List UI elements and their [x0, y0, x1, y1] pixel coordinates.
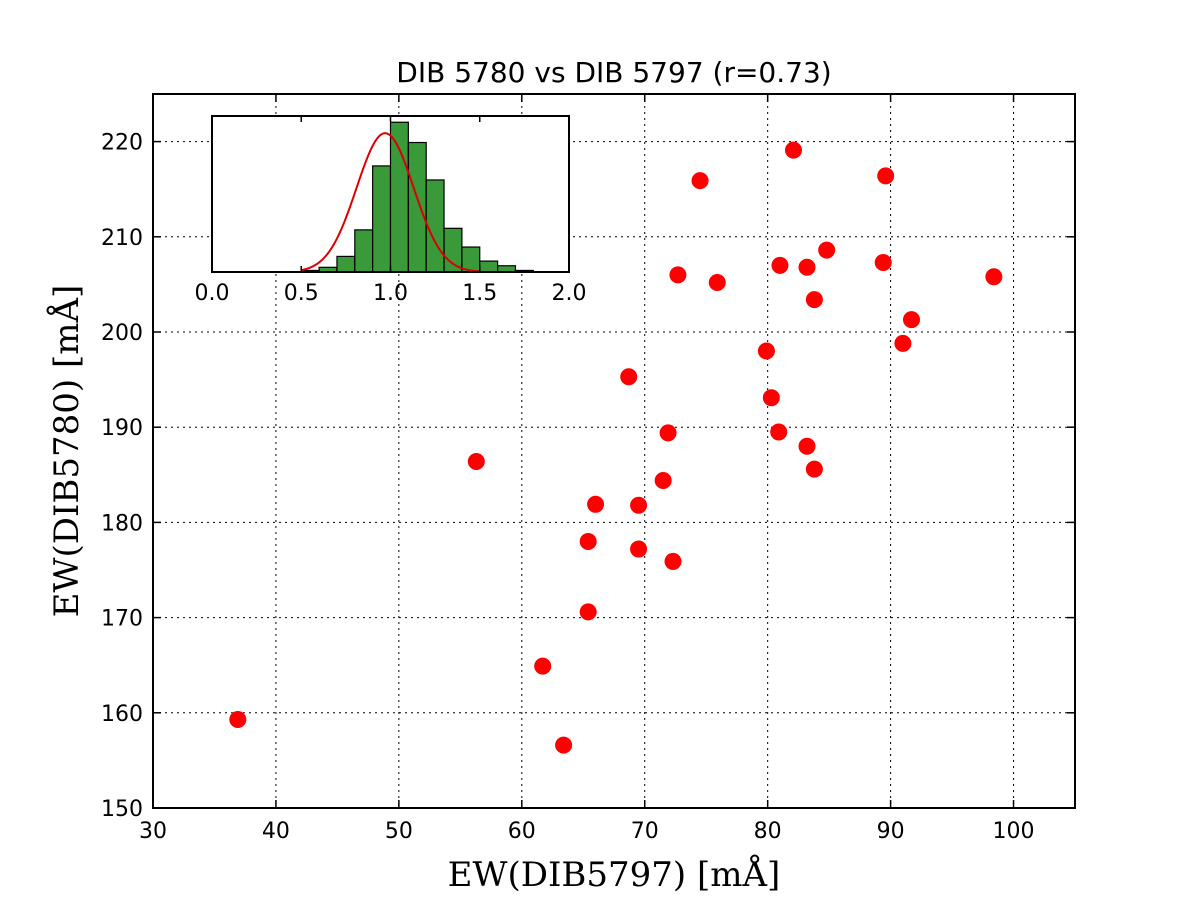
scatter-point: [664, 552, 682, 570]
histogram-bar: [389, 121, 409, 273]
scatter-points: [229, 141, 1003, 754]
y-tick-label: 200: [101, 321, 143, 346]
y-tick-label: 170: [101, 607, 143, 632]
main-gridlines: [152, 94, 1075, 809]
scatter-point: [798, 437, 816, 455]
chart-title: DIB 5780 vs DIB 5797 (r=0.73): [396, 56, 831, 89]
scatter-point: [708, 273, 726, 291]
scatter-point: [659, 424, 677, 442]
inset-x-tick-labels: 0.0 0.5 1.0 1.5 2.0: [195, 281, 587, 306]
main-tick-marks: [152, 94, 1075, 809]
scatter-point: [579, 603, 597, 621]
scatter-point: [985, 268, 1003, 286]
scatter-point: [467, 452, 485, 470]
x-tick-label: 60: [508, 819, 536, 844]
histogram-bar: [336, 255, 356, 273]
y-tick-labels: 150 160 170 180 190 200 210 220: [101, 131, 143, 822]
histogram-bar: [443, 227, 463, 273]
inset-x-tick-label: 1.5: [462, 281, 497, 306]
scatter-point: [630, 496, 648, 514]
histogram-bar: [372, 165, 392, 273]
scatter-point: [784, 141, 802, 159]
scatter-point: [229, 710, 247, 728]
y-tick-label: 190: [101, 416, 143, 441]
scatter-point: [770, 423, 788, 441]
scatter-point: [691, 172, 709, 190]
histogram-bar: [479, 260, 499, 273]
scatter-point: [555, 736, 573, 754]
scatter-point: [805, 291, 823, 309]
histogram-bar: [407, 141, 427, 273]
x-tick-label: 50: [385, 819, 413, 844]
scatter-point: [630, 540, 648, 558]
histogram-bar: [425, 179, 445, 273]
x-tick-labels: 30 40 50 60 70 80 90 100: [139, 819, 1035, 844]
inset-histogram: 0.0 0.5 1.0 1.5 2.0: [195, 115, 587, 306]
inset-gaussian-fit: [301, 132, 480, 273]
inset-x-tick-label: 1.0: [373, 281, 408, 306]
x-tick-label: 70: [631, 819, 659, 844]
scatter-point: [798, 258, 816, 276]
scatter-point: [654, 472, 672, 490]
plot-frame: [152, 93, 1076, 809]
scatter-point: [805, 460, 823, 478]
y-tick-label: 160: [101, 702, 143, 727]
y-tick-label: 180: [101, 511, 143, 536]
scatter-point: [771, 256, 789, 274]
inset-tick-marks: [211, 116, 570, 272]
scatter-point: [534, 657, 552, 675]
scatter-point: [757, 342, 775, 360]
y-axis-label: EW(DIB5780) [mÅ]: [46, 285, 87, 618]
y-tick-label: 150: [101, 797, 143, 822]
x-tick-label: 30: [139, 819, 167, 844]
scatter-point: [762, 389, 780, 407]
inset-x-tick-label: 2.0: [552, 281, 587, 306]
x-axis-label: EW(DIB5797) [mÅ]: [448, 854, 781, 895]
histogram-bar: [354, 229, 374, 273]
scatter-point: [902, 311, 920, 329]
x-tick-label: 40: [262, 819, 290, 844]
x-tick-label: 100: [993, 819, 1035, 844]
scatter-point: [874, 254, 892, 272]
scatter-point: [877, 167, 895, 185]
scatter-point: [894, 334, 912, 352]
x-tick-label: 90: [877, 819, 905, 844]
scatter-point: [620, 368, 638, 386]
scatter-point: [587, 495, 605, 513]
y-tick-label: 220: [101, 131, 143, 156]
inset-x-tick-label: 0.5: [284, 281, 319, 306]
scatter-point: [579, 532, 597, 550]
x-tick-label: 80: [754, 819, 782, 844]
scatter-point: [818, 241, 836, 259]
inset-x-tick-label: 0.0: [195, 281, 230, 306]
scatter-point: [669, 266, 687, 284]
y-tick-label: 210: [101, 226, 143, 251]
